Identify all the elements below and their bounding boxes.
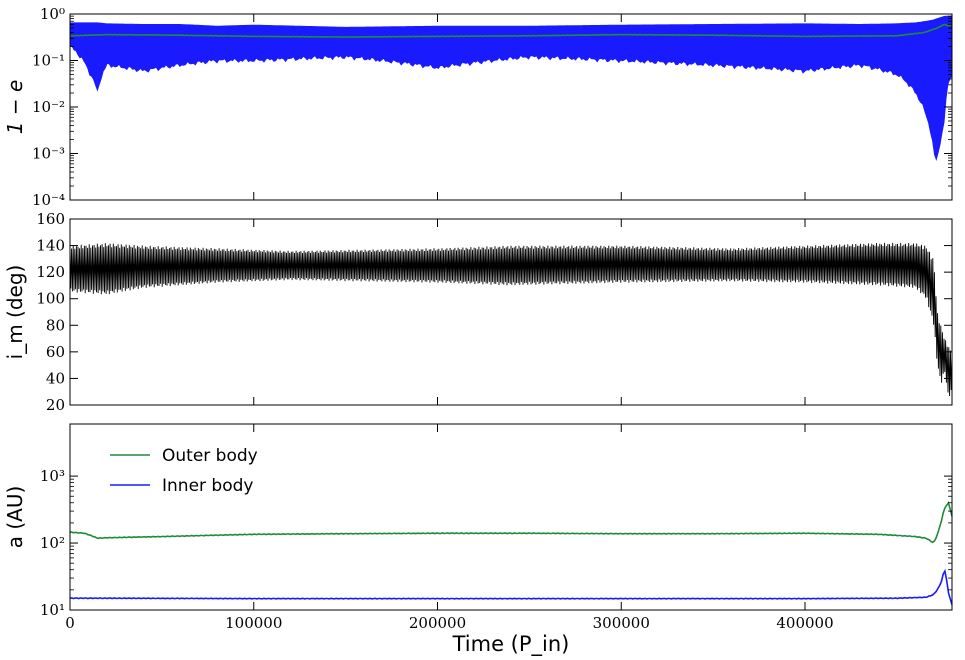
semi-major-axis-ticks: 10³ 10² 10¹ bbox=[40, 424, 952, 619]
y-tick-label: 40 bbox=[46, 369, 65, 387]
inclination-ticks: 20 40 60 80 100 120 140 160 bbox=[36, 210, 952, 414]
x-tick-label: 400000 bbox=[776, 614, 833, 632]
y-tick-label: 10⁻¹ bbox=[32, 52, 65, 70]
legend-label-inner-body: Inner body bbox=[162, 476, 253, 496]
x-tick-label: 100000 bbox=[225, 614, 282, 632]
semi-major-axis-ylabel: a (AU) bbox=[3, 486, 27, 549]
series-line-0 bbox=[69, 501, 953, 544]
y-tick-label: 100 bbox=[36, 290, 65, 308]
series-line-0 bbox=[69, 242, 953, 397]
x-tick-label: 200000 bbox=[409, 614, 466, 632]
y-tick-label: 120 bbox=[36, 263, 65, 281]
legend: Outer body Inner body bbox=[110, 446, 258, 496]
series-line-1 bbox=[69, 23, 953, 39]
panel-inclination: 20 40 60 80 100 120 140 160 i_m (deg) bbox=[3, 210, 953, 414]
panel-semi-major-axis-frame bbox=[69, 423, 953, 611]
eccentricity-ylabel: 1 − e bbox=[3, 80, 27, 135]
y-tick-label: 10⁻³ bbox=[32, 145, 65, 163]
panel-inclination-frame bbox=[69, 218, 953, 406]
y-tick-label: 80 bbox=[46, 316, 65, 334]
y-tick-label: 10⁻⁴ bbox=[32, 191, 65, 209]
semi-major-axis-data bbox=[69, 501, 953, 605]
y-tick-label: 20 bbox=[46, 396, 65, 414]
y-tick-label: 10¹ bbox=[40, 601, 65, 619]
eccentricity-ticks: 10⁰ 10⁻¹ 10⁻² 10⁻³ 10⁻⁴ bbox=[32, 5, 952, 209]
inclination-data bbox=[69, 242, 953, 397]
y-tick-label: 10⁻² bbox=[32, 98, 65, 116]
y-tick-label: 10² bbox=[40, 534, 65, 552]
x-tick-label: 300000 bbox=[593, 614, 650, 632]
x-axis-label: Time (P_in) bbox=[452, 632, 570, 657]
y-tick-label: 10⁰ bbox=[40, 5, 65, 23]
panel-semi-major-axis: 10³ 10² 10¹ a (AU) Outer body Inner body bbox=[3, 423, 953, 619]
series-line-1 bbox=[69, 568, 953, 605]
legend-label-outer-body: Outer body bbox=[162, 446, 258, 466]
x-axis-ticks: 0 100000 200000 300000 400000 bbox=[65, 614, 833, 632]
y-tick-label: 140 bbox=[36, 237, 65, 255]
y-tick-label: 60 bbox=[46, 343, 65, 361]
inclination-ylabel: i_m (deg) bbox=[3, 265, 27, 360]
y-tick-label: 10³ bbox=[40, 467, 65, 485]
x-tick-label: 0 bbox=[65, 614, 75, 632]
panel-eccentricity: 10⁰ 10⁻¹ 10⁻² 10⁻³ 10⁻⁴ 1 − e bbox=[3, 5, 953, 209]
y-tick-label: 160 bbox=[36, 210, 65, 228]
